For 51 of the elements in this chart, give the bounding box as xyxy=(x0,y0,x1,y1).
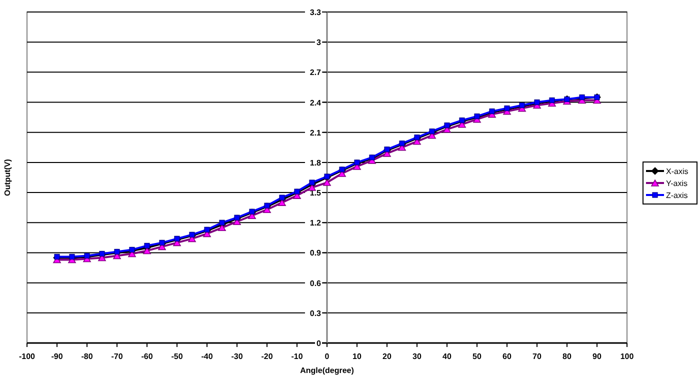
point xyxy=(144,242,150,249)
y-tick-label: 2.1 xyxy=(310,128,322,138)
y-axis-title: Output(V) xyxy=(3,158,12,196)
x-tick-label: 20 xyxy=(382,352,392,361)
legend-label: Z-axis xyxy=(666,191,688,200)
legend-label: Y-axis xyxy=(666,179,688,188)
point xyxy=(204,226,210,232)
x-tick-label: -90 xyxy=(51,352,64,361)
x-tick-label: 10 xyxy=(352,352,362,361)
y-tick-label: 0.9 xyxy=(310,248,322,258)
y-tick-label: 2.4 xyxy=(310,98,322,108)
x-tick-label: -50 xyxy=(171,352,184,361)
x-tick-label: -60 xyxy=(141,352,154,361)
point xyxy=(278,199,286,206)
x-axis-title: Angle(degree) xyxy=(300,366,354,375)
y-tick-label: 1.5 xyxy=(310,188,322,198)
point xyxy=(279,194,285,200)
x-tick-label: -30 xyxy=(231,352,244,361)
x-tick-label: 50 xyxy=(472,352,482,361)
legend-label: X-axis xyxy=(666,167,688,176)
x-tick-label: 90 xyxy=(592,352,602,361)
point xyxy=(219,220,225,226)
x-tick-label: 60 xyxy=(502,352,512,361)
y-tick-label: 0.3 xyxy=(310,308,322,318)
point xyxy=(189,232,195,238)
point xyxy=(249,208,255,214)
x-tick-label: 30 xyxy=(412,352,422,361)
point xyxy=(309,180,315,186)
x-tick-label: -80 xyxy=(81,352,94,361)
point xyxy=(174,236,180,242)
y-tick-label: 3.3 xyxy=(310,8,322,17)
point xyxy=(234,214,240,220)
x-tick-label: -10 xyxy=(291,352,304,361)
x-tick-label: 80 xyxy=(562,352,572,361)
point xyxy=(218,224,226,232)
x-tick-label: 0 xyxy=(324,352,330,361)
x-tick-label: -70 xyxy=(111,352,124,361)
x-tick-label: 70 xyxy=(532,352,542,361)
y-tick-label: 3 xyxy=(316,38,322,48)
x-tick-label: -20 xyxy=(261,352,274,361)
y-tick-label: 1.8 xyxy=(310,158,322,168)
point xyxy=(264,202,270,208)
y-tick-label: 2.7 xyxy=(310,68,322,78)
x-tick-label: -100 xyxy=(18,352,36,361)
x-tick-label: 40 xyxy=(442,352,452,361)
y-tick-label: 0 xyxy=(316,339,322,348)
y-tick-label: 1.2 xyxy=(310,218,322,228)
x-tick-label: 100 xyxy=(620,352,634,361)
y-tick-label: 0.6 xyxy=(310,278,322,288)
x-tick-label: -40 xyxy=(201,352,214,361)
point xyxy=(159,240,165,246)
